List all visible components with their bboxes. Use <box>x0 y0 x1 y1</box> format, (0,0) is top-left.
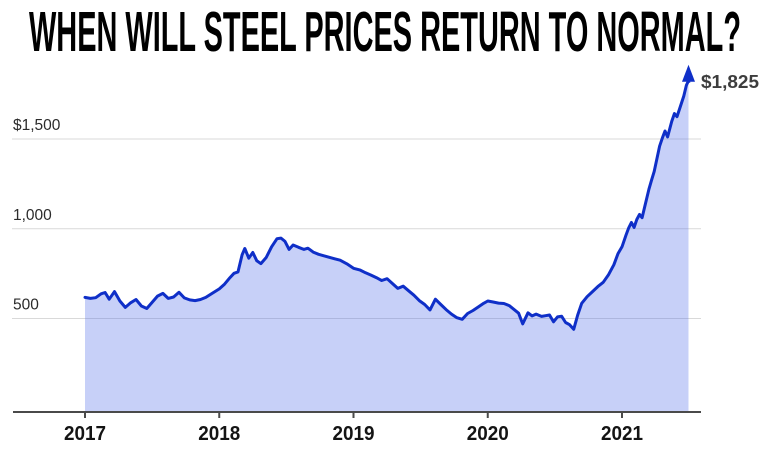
x-axis-label-2018: 2018 <box>198 423 240 445</box>
x-axis <box>13 411 701 418</box>
price-line <box>83 79 690 331</box>
y-axis-label-500: 500 <box>13 297 39 314</box>
page-title: WHEN WILL STEEL PRICES RETURN TO NORMAL? <box>29 0 741 64</box>
y-axis-label-1500: $1,500 <box>13 117 61 134</box>
x-axis-label-2017: 2017 <box>64 423 106 445</box>
price-area-series <box>83 64 695 412</box>
x-axis-label-2020: 2020 <box>467 423 509 445</box>
y-axis-labels: 500 1,000 $1,500 <box>13 117 61 313</box>
x-axis-label-2019: 2019 <box>333 423 375 445</box>
arrow-up-icon <box>682 64 695 82</box>
x-axis-label-2021: 2021 <box>601 423 643 445</box>
gridlines <box>12 138 701 320</box>
peak-price-label: $1,825 <box>701 72 759 92</box>
x-axis-labels: 2017 2018 2019 2020 2021 <box>64 423 643 445</box>
area-fill <box>85 80 689 412</box>
y-axis-label-1000: 1,000 <box>13 207 52 224</box>
